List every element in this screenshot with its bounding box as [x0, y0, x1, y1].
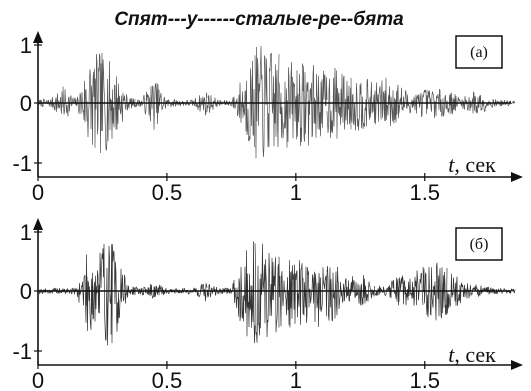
panel-b-waveform-segment — [158, 284, 184, 296]
panel-b-waveform-segment — [470, 284, 496, 298]
panel-a-waveform-segment — [110, 76, 136, 139]
panel-b-x-axis-variable: t — [448, 342, 455, 367]
panel-a-waveform-segment — [398, 87, 424, 118]
panel-a-waveform-segment — [206, 94, 232, 113]
panel-a-y-tick-label: -1 — [12, 151, 32, 176]
panel-a-waveform-segment — [182, 92, 208, 116]
panel-b-x-axis-arrow — [511, 360, 523, 370]
panel-b-label-box — [455, 227, 503, 261]
panel-b-waveform-segment — [446, 273, 472, 314]
panel-a-x-axis-variable: t — [448, 152, 455, 177]
panel-a-y-axis-arrow — [33, 31, 43, 43]
panel-a-waveform-segment — [86, 52, 112, 154]
panel-a-waveform-segment — [470, 91, 496, 114]
panel-a-label: (а) — [470, 44, 488, 61]
panel-a-x-tick-label: 0 — [32, 180, 44, 205]
panel-b-waveform-segment — [182, 283, 208, 302]
panel-a-waveform-segment — [134, 82, 160, 130]
panel-b-waveform-segment — [206, 283, 232, 298]
panel-a-x-axis-arrow — [511, 172, 523, 182]
panel-b-x-tick-label: 0 — [32, 368, 44, 391]
panel-a-y-tick-label: 0 — [20, 91, 32, 116]
panel-b-waveform-segment — [254, 243, 280, 343]
panel-a-waveform-segment — [302, 65, 328, 146]
panel-a-waveform-segment — [446, 92, 472, 115]
panel-b-y-tick-label: 0 — [20, 279, 32, 304]
panel-a-x-tick-label: 1 — [290, 180, 302, 205]
panel-a-waveform-segment — [158, 89, 184, 110]
chart-title: Спят---у------сталые-ре--бята — [114, 9, 404, 30]
panel-a-waveform-segment — [278, 61, 304, 148]
panel-a-x-axis-label: t, сек — [448, 152, 496, 177]
panel-b-label: (б) — [470, 236, 489, 253]
panel-a: (а) t, сек 10-10 0.5 1 1.5 — [12, 31, 523, 205]
panel-a-waveform-segment — [62, 80, 88, 123]
panel-b-y-tick-label: -1 — [12, 339, 32, 364]
panel-b: (б) t, сек 10-10 0.5 1 1.5 — [12, 218, 523, 391]
panel-b-waveform-segment — [398, 270, 424, 306]
panel-a-x-axis-unit: , сек — [454, 152, 496, 177]
panel-a-x-tick-label: 1.5 — [409, 180, 440, 205]
panel-b-waveform-segment — [86, 244, 112, 346]
panel-b-y-axis-arrow — [33, 218, 43, 230]
panel-a-waveform-segment — [254, 45, 280, 159]
panel-b-x-axis-label: t, сек — [448, 342, 496, 367]
panel-b-waveform-segment — [134, 284, 160, 300]
panel-b-x-axis-unit: , сек — [454, 342, 496, 367]
panel-b-waveform-segment — [110, 244, 136, 344]
panel-b-x-tick-label: 1 — [290, 368, 302, 391]
panel-a-waveform-segment — [350, 77, 376, 131]
panel-a-y-tick-label: 1 — [20, 33, 32, 58]
panel-a-x-tick-label: 0.5 — [152, 180, 183, 205]
panel-b-waveform-segment — [230, 241, 256, 344]
panel-a-waveform-segment — [374, 77, 400, 127]
panel-b-waveform-segment — [302, 266, 328, 327]
panel-b-waveform-segment — [62, 254, 88, 323]
panel-b-y-tick-label: 1 — [20, 220, 32, 245]
panel-b-waveform-segment — [38, 287, 64, 295]
panel-a-waveform-segment — [230, 60, 256, 148]
panel-b-x-tick-label: 0.5 — [152, 368, 183, 391]
panel-b-waveform-segment — [326, 265, 352, 322]
panel-a-label-box — [455, 35, 503, 69]
panel-b-waveform-segment — [350, 275, 376, 306]
panel-a-waveform-segment — [326, 67, 352, 139]
panel-b-x-tick-label: 1.5 — [409, 368, 440, 391]
panel-a-waveform-segment — [38, 91, 64, 114]
panel-b-waveform-segment — [278, 256, 304, 328]
panel-a-waveform-segment — [422, 88, 448, 119]
